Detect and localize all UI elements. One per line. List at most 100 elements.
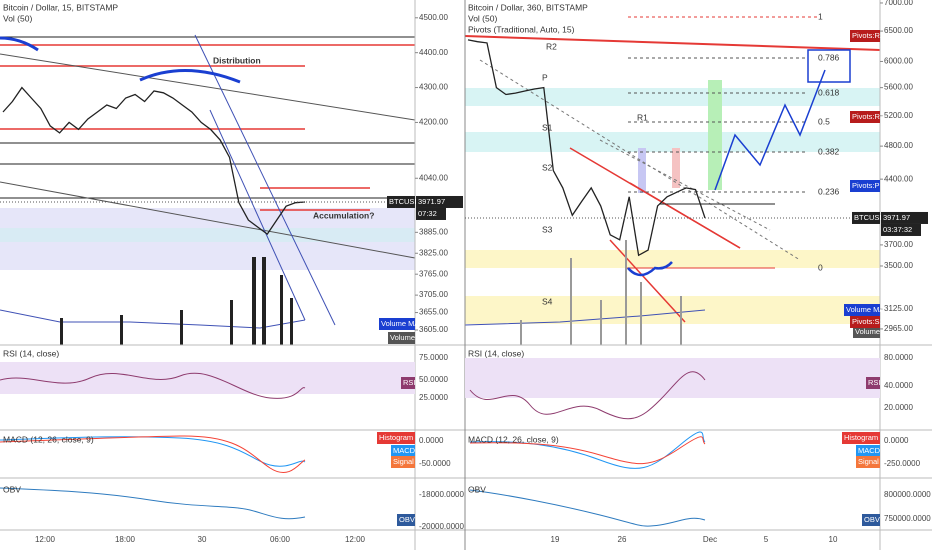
label: 50.0000 (419, 375, 448, 384)
histogram: Histogram (379, 433, 413, 442)
label: 4040.00 (419, 173, 448, 182)
label: P (542, 72, 548, 82)
tag-bg (856, 445, 880, 457)
label: R1 (637, 112, 648, 122)
volume-title: Vol (50) (3, 13, 32, 23)
tag-bg (881, 223, 921, 236)
tag-bg (388, 332, 415, 344)
tag-bg (391, 445, 415, 457)
label: 750000.0000 (884, 514, 931, 523)
label: S2 (542, 162, 553, 172)
label: 30 (198, 535, 207, 544)
price-label: BTCUSD (389, 197, 420, 206)
label: 0.236 (818, 186, 840, 196)
label: 0.5 (818, 116, 830, 126)
one: 1 (818, 11, 823, 21)
label: 3765.00 (419, 269, 448, 278)
price-value: 3971.97 (883, 213, 910, 222)
label: 3705.00 (419, 290, 448, 299)
label: 4500.00 (419, 13, 448, 22)
label: 6500.00 (884, 26, 913, 35)
label: 3605.00 (419, 325, 448, 334)
tag-bg (850, 30, 880, 42)
label: 5 (764, 535, 769, 544)
price-value: 3971.97 (418, 197, 445, 206)
label: 3885.00 (419, 227, 448, 236)
label: 4400.00 (884, 174, 913, 183)
label: R2 (546, 41, 557, 51)
rsi-title: RSI (14, close) (468, 348, 524, 358)
label: S1 (542, 122, 553, 132)
macd-title: MACD (12, 26, close, 9) (3, 434, 94, 444)
label: 25.0000 (419, 393, 448, 402)
label: 12:00 (35, 535, 56, 544)
macd: MACD (393, 446, 416, 455)
tag-bg (862, 514, 880, 526)
countdown: 03:37:32 (883, 225, 912, 234)
histogram: Histogram (844, 433, 878, 442)
label: 5200.00 (884, 111, 913, 120)
label: 06:00 (270, 535, 291, 544)
label: Dec (703, 535, 717, 544)
tag-bg (856, 456, 880, 468)
label: -18000.0000 (419, 490, 464, 499)
label: 0.0000 (419, 436, 444, 445)
pivots-title: Pivots (Traditional, Auto, 15) (468, 24, 575, 34)
price-line (467, 39, 706, 257)
macd-title: MACD (12, 26, close, 9) (468, 434, 559, 444)
signal: Signal (393, 457, 414, 466)
volume: Volume (390, 333, 415, 342)
label: 3655.00 (419, 308, 448, 317)
label: 26 (618, 535, 627, 544)
tag-bg (853, 326, 880, 338)
label: -50.0000 (419, 459, 451, 468)
countdown: 07:32 (418, 209, 437, 218)
label: Pivots:R2 (852, 31, 884, 40)
annotation-top: Distribution (213, 55, 261, 65)
signal: Signal (858, 457, 879, 466)
label: 4300.00 (419, 83, 448, 92)
label: 40.0000 (884, 381, 913, 390)
label: S4 (542, 296, 553, 306)
label: 4800.00 (884, 141, 913, 150)
macd: MACD (858, 446, 881, 455)
label: Pivots:P (852, 181, 880, 190)
price-line (2, 86, 306, 236)
label: 3500.00 (884, 261, 913, 270)
label: 80.0000 (884, 353, 913, 362)
volume-ma: Volume MA (846, 305, 884, 314)
volume: Volume (855, 327, 880, 336)
label: -250.0000 (884, 459, 921, 468)
tag-bg (416, 207, 446, 220)
label: 12:00 (345, 535, 366, 544)
label: Pivots:R1 (852, 112, 884, 121)
label: 800000.0000 (884, 490, 931, 499)
tag-bg (866, 377, 880, 389)
label: 0.618 (818, 87, 840, 97)
price-label: BTCUSD (854, 213, 885, 222)
label: 7000.00 (884, 0, 913, 7)
tag-bg (842, 432, 880, 444)
label: 5600.00 (884, 83, 913, 92)
obv-tag: OBV (399, 515, 415, 524)
label: 4400.00 (419, 48, 448, 57)
tag-bg (850, 316, 880, 328)
tag-bg (850, 111, 880, 123)
label: 3125.00 (884, 304, 913, 313)
label: 0.382 (818, 146, 840, 156)
label: S3 (542, 224, 553, 234)
tag-bg (852, 211, 880, 224)
label: 19 (551, 535, 560, 544)
tag-bg (377, 432, 415, 444)
volume-ma: Volume MA (381, 319, 419, 328)
label: Pivots:S1 (852, 317, 884, 326)
tag-bg (844, 304, 880, 316)
rsi-tag: RSI (403, 378, 416, 387)
label: 10 (829, 535, 838, 544)
tag-bg (881, 211, 928, 224)
obv-title: OBV (468, 484, 486, 494)
title: Bitcoin / Dollar, 15, BITSTAMP (3, 2, 118, 12)
